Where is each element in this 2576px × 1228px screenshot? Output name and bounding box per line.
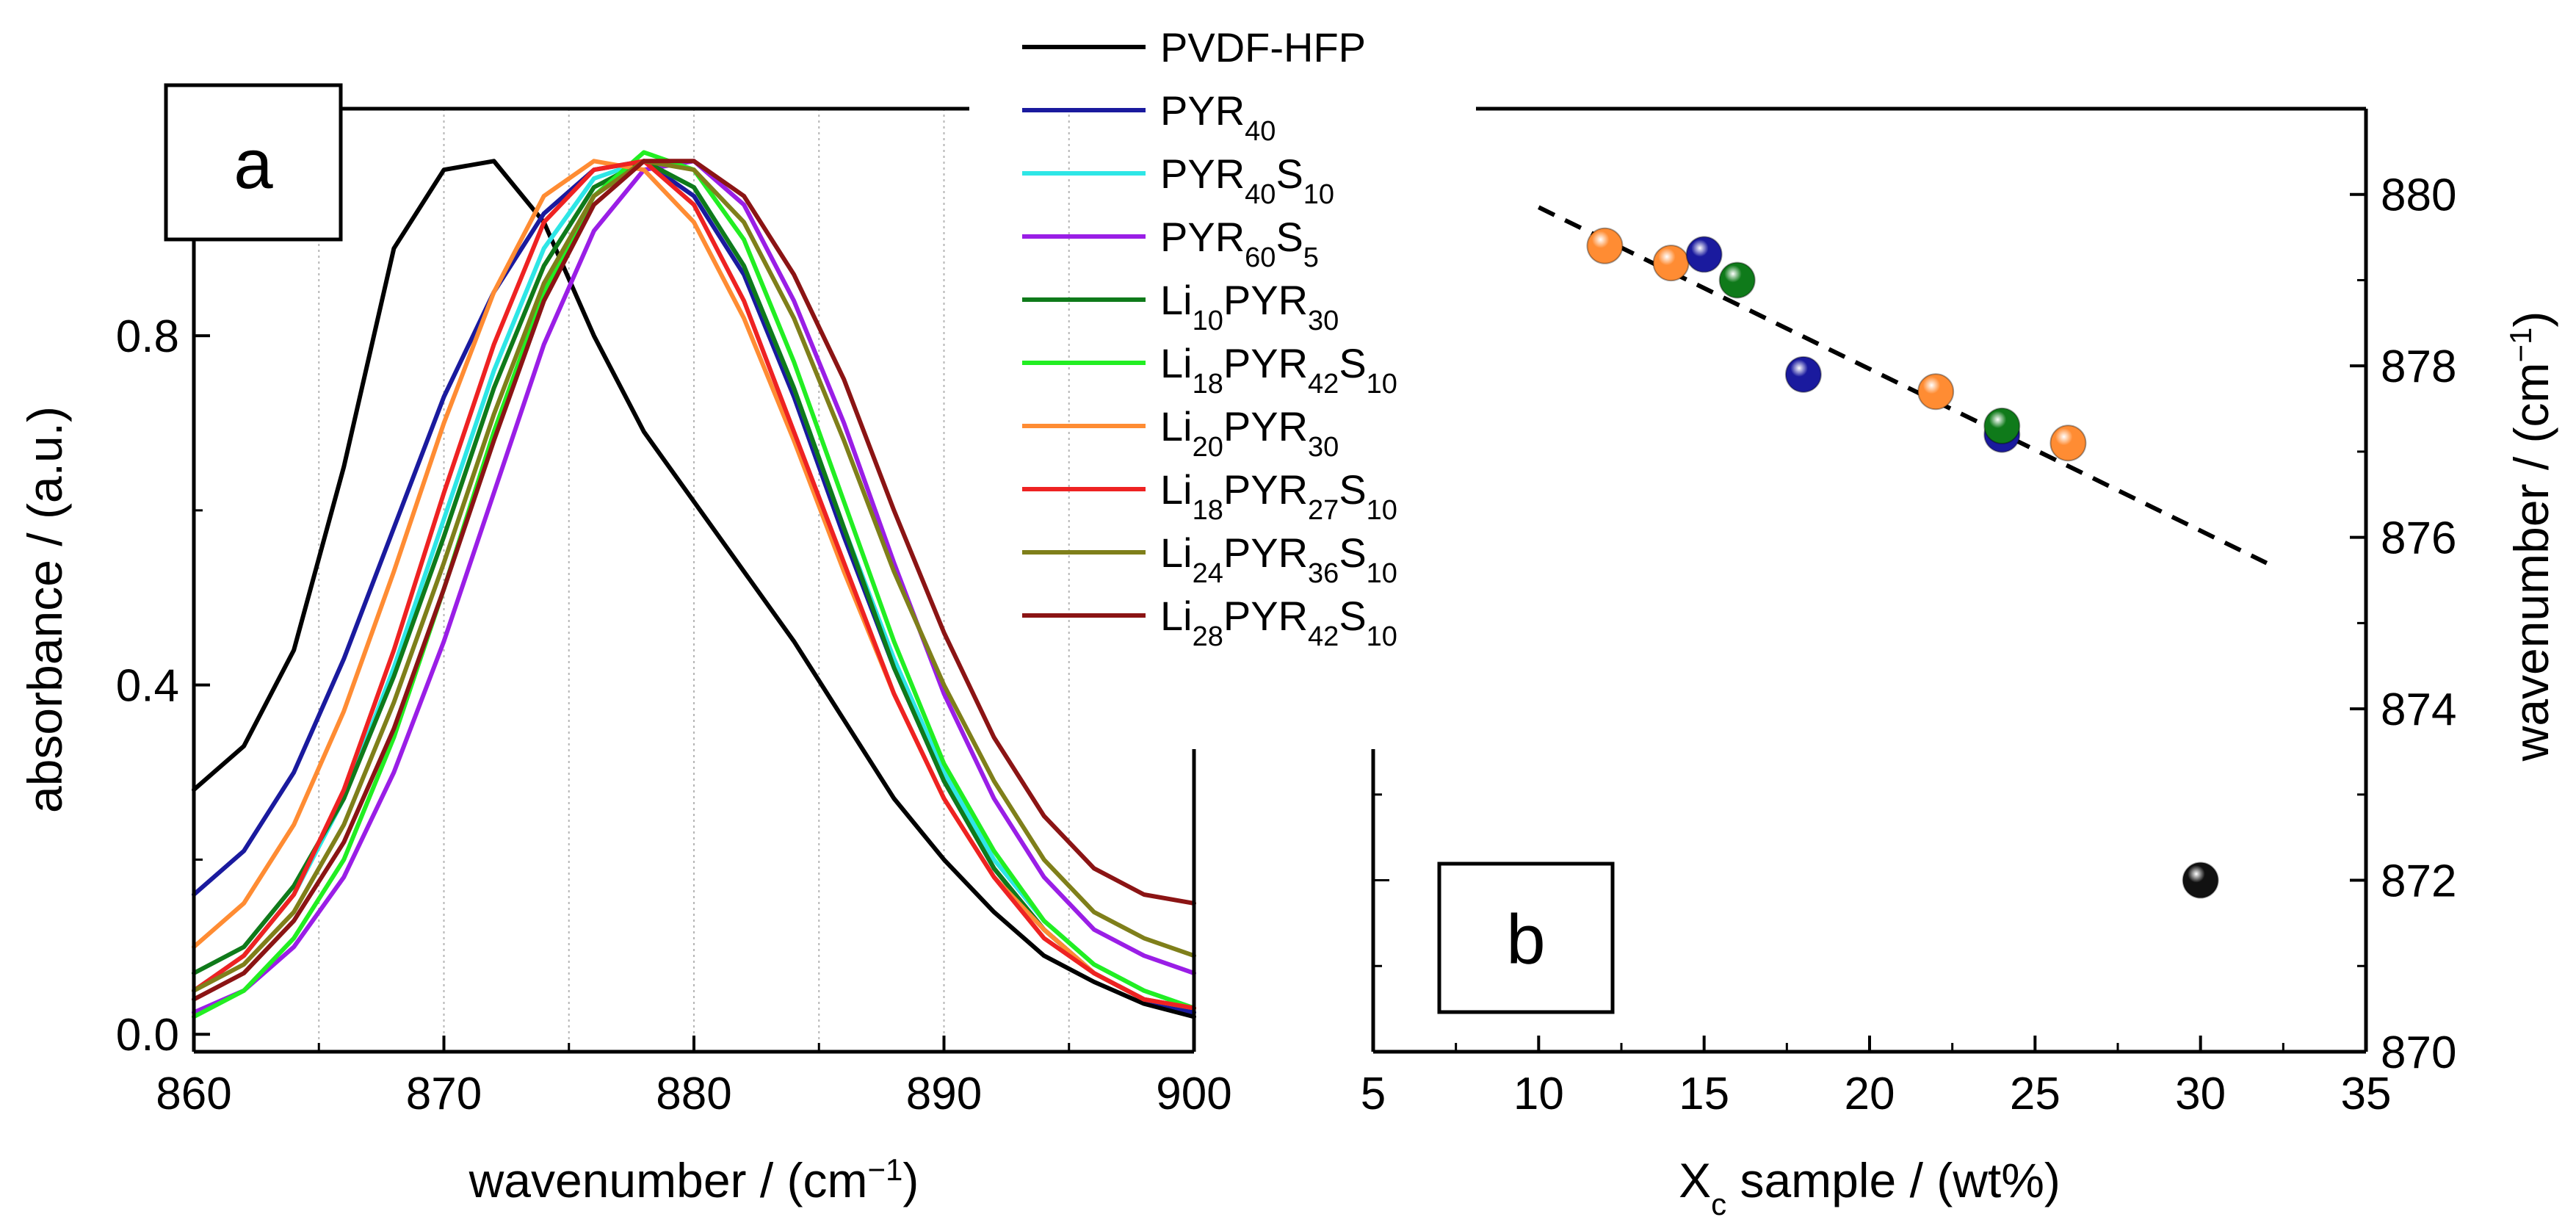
y-axis-label: absorbance / (a.u.) bbox=[18, 406, 72, 813]
data-point bbox=[2182, 862, 2219, 899]
panel-label: b bbox=[1506, 900, 1545, 979]
x-tick-label: 860 bbox=[156, 1069, 231, 1119]
x-axis-label: Xc sample / (wt%) bbox=[1679, 1153, 2061, 1221]
y-tick-label: 874 bbox=[2381, 685, 2456, 735]
fit-line bbox=[1538, 205, 2268, 566]
panel-label-box bbox=[1437, 862, 1615, 1014]
x-tick-label: 20 bbox=[1845, 1069, 1895, 1119]
series-line-2 bbox=[192, 159, 1196, 1011]
y-tick-label: 880 bbox=[2381, 170, 2456, 221]
x-tick-label: 10 bbox=[1513, 1069, 1564, 1119]
series-line-5 bbox=[192, 150, 1196, 1019]
x-tick-label: 30 bbox=[2175, 1069, 2226, 1119]
legend-item-9: Li28PYR42S10 bbox=[1160, 593, 1397, 652]
data-point bbox=[1983, 407, 2021, 444]
series-line-0 bbox=[192, 159, 1196, 1019]
x-tick-label: 900 bbox=[1156, 1069, 1231, 1119]
data-point bbox=[1784, 355, 1822, 393]
series-line-7 bbox=[192, 159, 1196, 1011]
panel-a-spectra-chart: 860 870 880 890 900 0.0 0.4 0.8 wavenumber / (cm… bbox=[18, 83, 1232, 1208]
panel-label-box bbox=[164, 83, 343, 242]
legend-item-1: PYR40 bbox=[1160, 87, 1276, 147]
x-tick-label: 880 bbox=[656, 1069, 731, 1119]
y-tick-label: 876 bbox=[2381, 513, 2456, 564]
data-point bbox=[1917, 373, 1955, 411]
data-point bbox=[1718, 261, 1756, 299]
y-tick-label: 870 bbox=[2381, 1027, 2456, 1078]
y-tick-label: 0.0 bbox=[116, 1010, 179, 1061]
y-axis-label: wavenumber / (cm−1) bbox=[2503, 311, 2559, 762]
legend: PVDF-HFPPYR40PYR40S10PYR60S5Li10PYR30Li1… bbox=[1022, 24, 1397, 652]
legend-item-2: PYR40S10 bbox=[1160, 151, 1334, 210]
y-tick-label: 0.4 bbox=[116, 661, 179, 712]
x-tick-label: 35 bbox=[2341, 1069, 2392, 1119]
y-tick-label: 0.8 bbox=[116, 311, 179, 362]
x-axis-label: wavenumber / (cm−1) bbox=[468, 1152, 919, 1208]
x-tick-label: 25 bbox=[2010, 1069, 2061, 1119]
series-line-4 bbox=[192, 159, 1196, 1011]
y-tick-label: 872 bbox=[2381, 856, 2456, 907]
legend-item-6: Li20PYR30 bbox=[1160, 403, 1339, 463]
legend-item-5: Li18PYR42S10 bbox=[1160, 340, 1397, 400]
data-point bbox=[1652, 245, 1690, 282]
legend-item-3: PYR60S5 bbox=[1160, 214, 1319, 273]
data-point bbox=[1586, 227, 1624, 264]
data-point bbox=[1685, 236, 1723, 273]
series-line-9 bbox=[192, 159, 1196, 1002]
x-tick-label: 15 bbox=[1679, 1069, 1729, 1119]
x-tick-label: 870 bbox=[406, 1069, 482, 1119]
legend-item-7: Li18PYR27S10 bbox=[1160, 466, 1397, 526]
series-line-8 bbox=[192, 159, 1196, 993]
legend-item-8: Li24PYR36S10 bbox=[1160, 530, 1397, 589]
y-tick-label: 878 bbox=[2381, 342, 2456, 392]
x-tick-label: 890 bbox=[906, 1069, 982, 1119]
series-line-6 bbox=[192, 159, 1196, 1011]
data-point bbox=[2049, 425, 2087, 462]
legend-item-4: Li10PYR30 bbox=[1160, 277, 1339, 336]
panel-label: a bbox=[234, 125, 273, 203]
legend-item-0: PVDF-HFP bbox=[1160, 24, 1366, 71]
x-tick-label: 5 bbox=[1361, 1069, 1386, 1119]
